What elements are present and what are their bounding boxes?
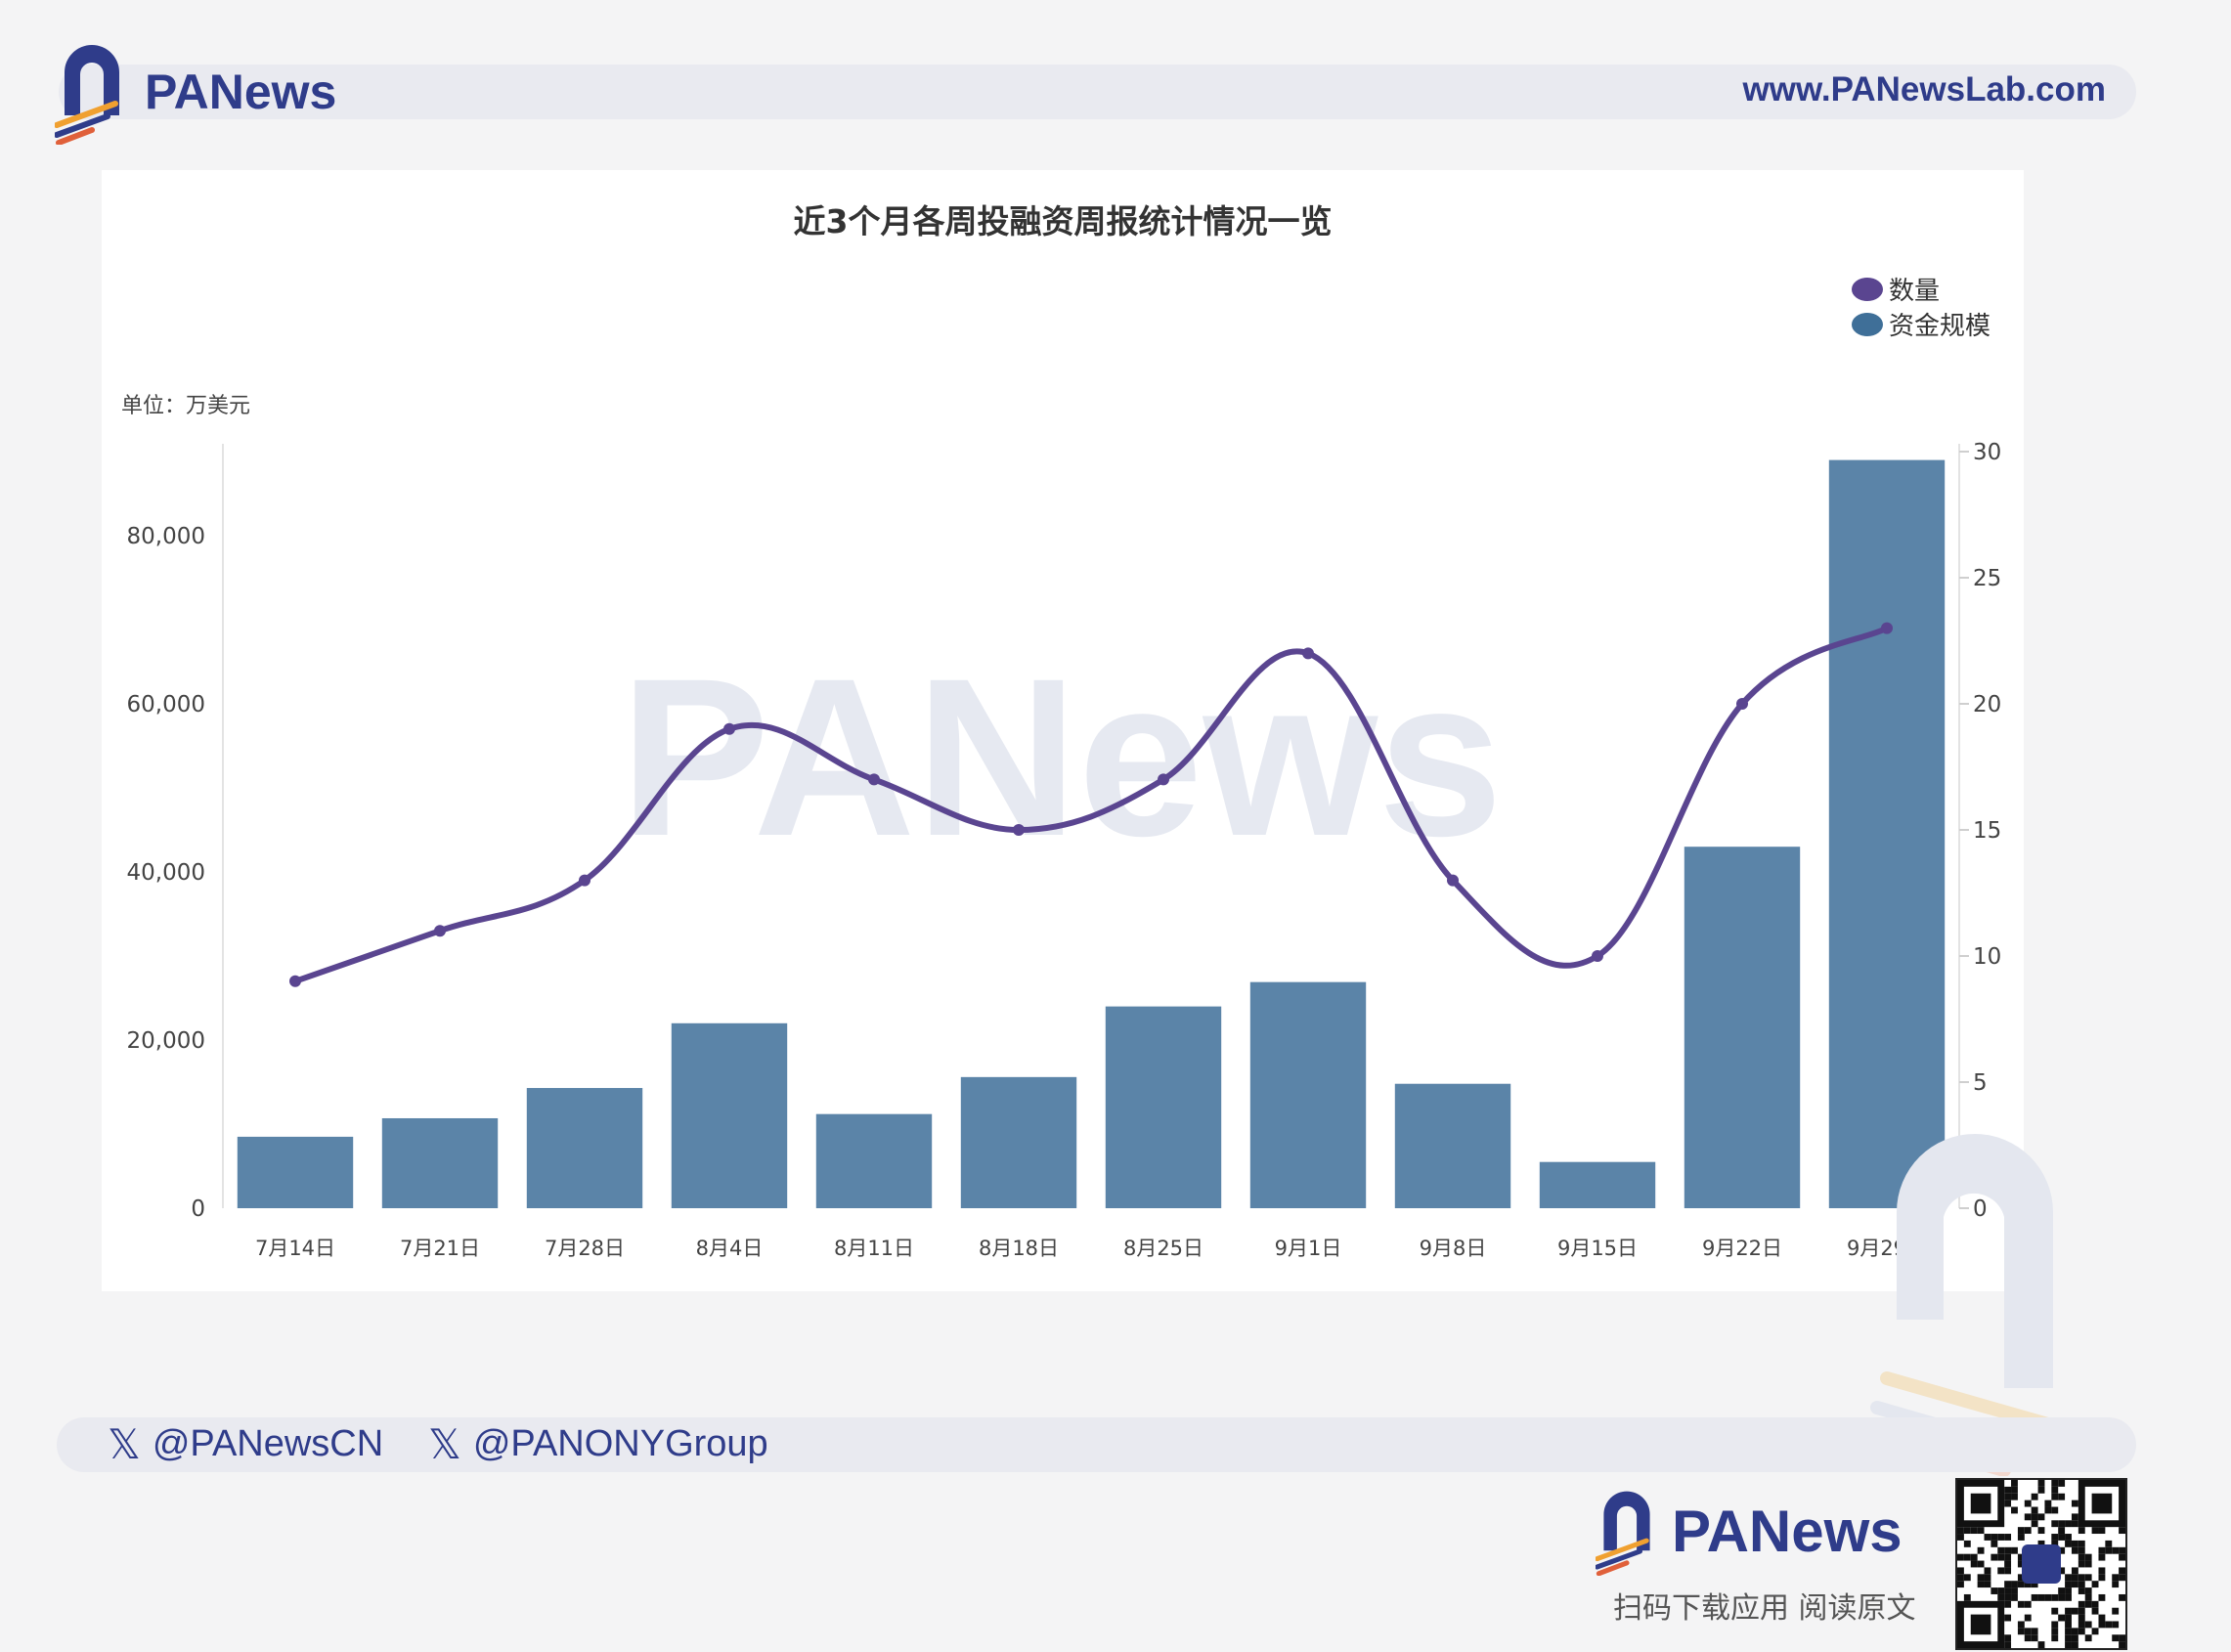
line-point <box>1592 950 1603 962</box>
panews-logo-icon <box>1596 1491 1650 1576</box>
bar <box>671 1022 788 1208</box>
right-tick-label: 10 <box>1973 944 2001 970</box>
unit-label: 单位：万美元 <box>121 394 250 418</box>
line-point <box>434 925 446 937</box>
left-tick-label: 60,000 <box>127 692 205 717</box>
site-url-link[interactable]: www.PANewsLab.com <box>1742 70 2106 109</box>
legend: 数量 资金规模 <box>1852 277 1990 341</box>
x-tick-label: 8月18日 <box>979 1237 1059 1260</box>
social-handle-2-text: @PANONYGroup <box>472 1423 768 1464</box>
panews-logo-icon <box>55 45 119 145</box>
left-tick-label: 0 <box>191 1196 205 1222</box>
right-tick-label: 15 <box>1973 818 2001 844</box>
legend-swatch-amount <box>1852 313 1883 336</box>
left-axis-ticks: 0 20,000 40,000 60,000 80,000 <box>127 524 205 1222</box>
qr-code-icon <box>1957 1480 2125 1648</box>
bar <box>237 1136 354 1208</box>
header-logo-text: PANews <box>145 65 337 119</box>
app-download-caption: 扫码下载应用 阅读原文 <box>1613 1591 1916 1626</box>
x-tick-label: 7月28日 <box>545 1237 625 1260</box>
line-point <box>1302 647 1314 660</box>
legend-label-count: 数量 <box>1889 277 1940 306</box>
x-tick-label: 8月11日 <box>834 1237 914 1260</box>
bar <box>1684 847 1801 1208</box>
left-tick-label: 20,000 <box>127 1028 205 1054</box>
right-tick-label: 30 <box>1973 440 2001 465</box>
bar <box>1539 1161 1656 1208</box>
header-bar <box>59 65 2136 119</box>
bar <box>526 1088 643 1208</box>
line-point <box>723 722 735 735</box>
count-points <box>289 622 1893 987</box>
line-point <box>1447 874 1459 887</box>
right-tick-label: 25 <box>1973 566 2001 591</box>
left-tick-label: 80,000 <box>127 524 205 549</box>
footer-logo-text: PANews <box>1672 1498 1903 1564</box>
x-tick-label: 7月14日 <box>255 1237 335 1260</box>
x-tick-label: 9月8日 <box>1420 1237 1487 1260</box>
right-tick-label: 0 <box>1973 1196 1988 1222</box>
bar-series <box>237 459 1946 1209</box>
legend-swatch-count <box>1852 278 1883 301</box>
line-point <box>1736 698 1748 710</box>
line-point <box>1881 622 1893 634</box>
x-tick-label: 8月4日 <box>696 1237 764 1260</box>
legend-label-amount: 资金规模 <box>1889 312 1990 341</box>
x-logo-icon: 𝕏 <box>108 1421 141 1467</box>
bar <box>815 1113 933 1208</box>
bar <box>381 1117 499 1208</box>
chart-svg: PANews 近3个月各周投融资周报统计情况一览 单位：万美元 数量 资金规模 … <box>121 202 2001 1260</box>
bar <box>1394 1083 1511 1208</box>
social-handle-1-text: @PANewsCN <box>152 1423 384 1464</box>
x-tick-label: 7月21日 <box>400 1237 480 1260</box>
x-tick-label: 8月25日 <box>1123 1237 1203 1260</box>
watermark-text: PANews <box>620 631 1503 883</box>
line-point <box>868 773 880 786</box>
x-logo-icon: 𝕏 <box>428 1421 461 1467</box>
x-axis-labels: 7月14日 7月21日 7月28日 8月4日 8月11日 8月18日 8月25日 9月1日 9月… <box>255 1237 1927 1260</box>
header-logo: PANews <box>55 39 336 145</box>
qr-code[interactable] <box>1955 1478 2127 1650</box>
right-axis-ticks: 0 5 10 15 20 25 30 <box>1959 440 2001 1222</box>
footer-logo: PANews <box>1596 1486 1903 1576</box>
line-point <box>579 874 591 887</box>
chart-title: 近3个月各周投融资周报统计情况一览 <box>794 202 1333 240</box>
social-handle-1[interactable]: 𝕏 @PANewsCN <box>108 1420 383 1468</box>
line-point <box>1013 824 1025 836</box>
right-tick-label: 20 <box>1973 692 2001 717</box>
bar <box>1105 1006 1222 1208</box>
line-point <box>289 975 301 987</box>
right-tick-label: 5 <box>1973 1070 1988 1096</box>
x-tick-label: 9月15日 <box>1557 1237 1638 1260</box>
social-handle-2[interactable]: 𝕏 @PANONYGroup <box>428 1420 768 1468</box>
bar <box>960 1076 1077 1208</box>
chart-card: PANews 近3个月各周投融资周报统计情况一览 单位：万美元 数量 资金规模 … <box>102 170 2024 1291</box>
footer-bar <box>57 1417 2136 1472</box>
line-point <box>1158 773 1169 786</box>
x-tick-label: 9月1日 <box>1275 1237 1342 1260</box>
x-tick-label: 9月22日 <box>1702 1237 1782 1260</box>
left-tick-label: 40,000 <box>127 860 205 886</box>
bar <box>1828 459 1946 1209</box>
bar <box>1249 981 1367 1208</box>
